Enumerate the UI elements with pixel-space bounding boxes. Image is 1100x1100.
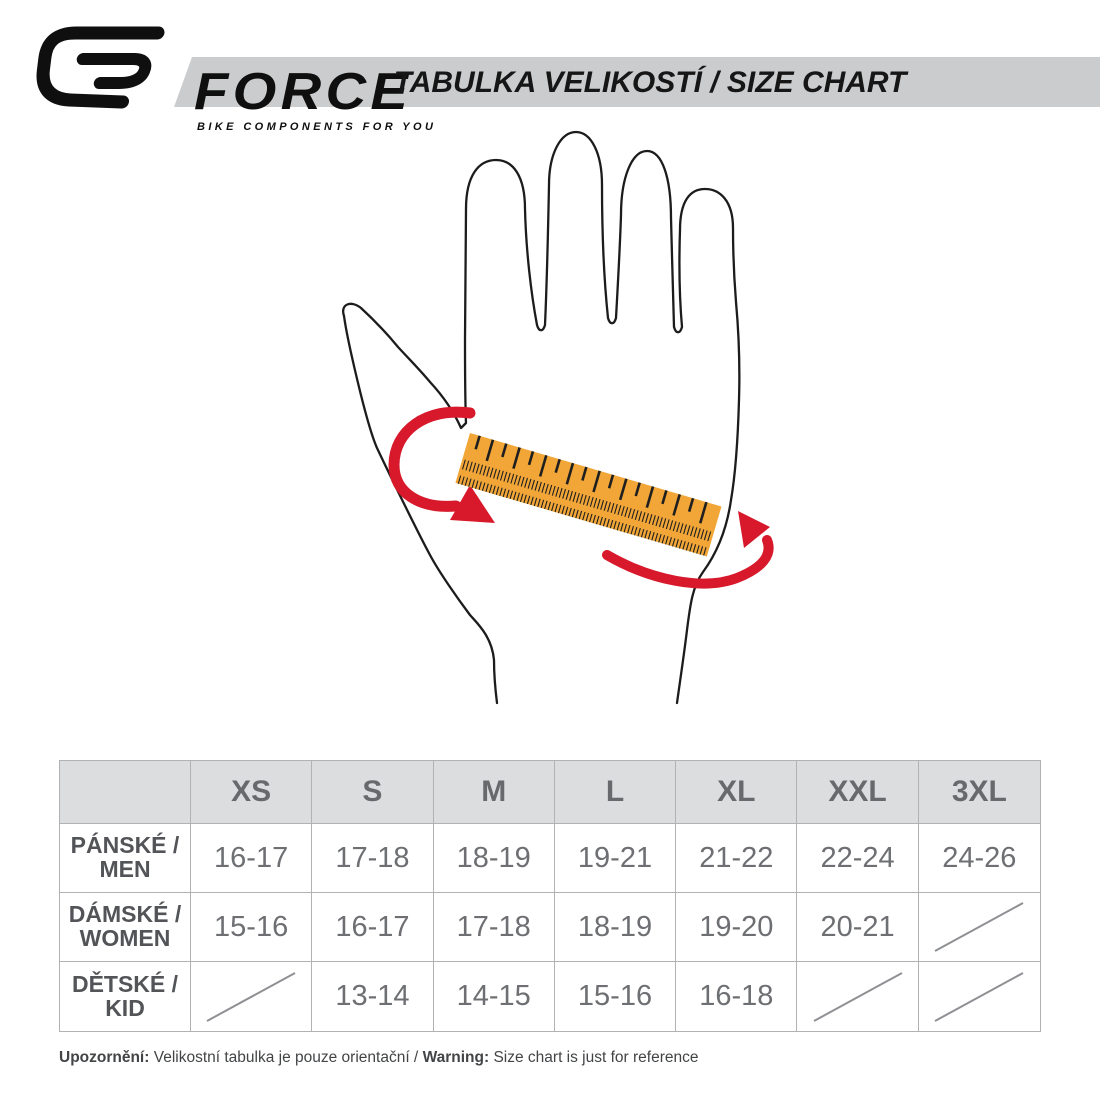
size-column-header: S xyxy=(312,761,434,824)
page-title: TABULKA VELIKOSTÍ / SIZE CHART xyxy=(393,66,907,99)
size-column-header: XL xyxy=(676,761,798,824)
not-available-slash xyxy=(813,971,903,1022)
logo-middle-stroke xyxy=(76,53,152,89)
size-value-cell: 16-18 xyxy=(676,962,798,1031)
logo-outer-stroke xyxy=(36,26,165,109)
hand-illustration xyxy=(320,125,790,745)
rotation-arrow-left-icon xyxy=(388,406,495,523)
size-value-cell: 13-14 xyxy=(312,962,434,1031)
not-available-slash xyxy=(206,971,296,1022)
hand-outline xyxy=(342,130,741,705)
size-value-cell: 19-20 xyxy=(676,893,798,962)
footer-note-cz-text: Velikostní tabulka je pouze orientační / xyxy=(149,1049,423,1066)
size-value-cell: 18-19 xyxy=(554,893,677,962)
hand-svg xyxy=(342,130,774,705)
force-logo-mark xyxy=(36,26,165,109)
ruler-ticks xyxy=(457,435,712,556)
size-column-header: XS xyxy=(191,761,313,824)
row-label-line2: MEN xyxy=(99,856,151,882)
row-label-line1: PÁNSKÉ / xyxy=(70,832,180,859)
size-value-cell: 15-16 xyxy=(554,962,677,1031)
size-table: XS S M L XL XXL 3XL PÁNSKÉ / MEN 16-17 17-18 18-19 1… xyxy=(59,760,1041,1032)
size-column-header: L xyxy=(554,761,677,824)
size-value-cell xyxy=(191,962,313,1031)
size-value-cell: 22-24 xyxy=(797,824,919,893)
row-label-line2: KID xyxy=(105,994,145,1021)
table-corner-cell xyxy=(60,761,191,824)
row-label: DĚTSKÉ / KID xyxy=(60,962,191,1031)
row-label-line1: DĚTSKÉ / xyxy=(71,970,179,997)
size-value-cell: 18-19 xyxy=(433,824,555,893)
footer-note-en-label: Warning: xyxy=(422,1049,490,1066)
rotation-arrow-right-icon xyxy=(602,511,774,589)
header-gray-band xyxy=(174,57,1100,107)
size-column-header: 3XL xyxy=(918,761,1040,824)
ruler-graphic xyxy=(455,433,722,557)
size-value-cell: 20-21 xyxy=(797,893,919,962)
row-label: PÁNSKÉ / MEN xyxy=(60,824,191,893)
row-label-line1: DÁMSKÉ / xyxy=(68,901,182,928)
size-value-cell: 14-15 xyxy=(433,962,555,1031)
size-value-cell xyxy=(918,893,1040,962)
row-label-line2: WOMEN xyxy=(79,925,171,951)
size-value-cell: 21-22 xyxy=(676,824,798,893)
not-available-slash xyxy=(934,902,1024,952)
footer-note: Upozornění: Velikostní tabulka je pouze … xyxy=(59,1049,699,1067)
size-value-cell: 19-21 xyxy=(554,824,677,893)
brand-tagline: BIKE COMPONENTS FOR YOU xyxy=(197,121,437,133)
size-value-cell: 16-17 xyxy=(312,893,434,962)
size-value-cell: 17-18 xyxy=(312,824,434,893)
size-value-cell: 15-16 xyxy=(191,893,313,962)
row-label: DÁMSKÉ / WOMEN xyxy=(60,893,191,962)
footer-note-en-text: Size chart is just for reference xyxy=(489,1049,699,1066)
size-value-cell: 16-17 xyxy=(191,824,313,893)
size-value-cell xyxy=(918,962,1040,1031)
size-value-cell: 17-18 xyxy=(433,893,555,962)
not-available-slash xyxy=(934,971,1024,1022)
brand-wordmark: FORCE xyxy=(194,63,413,121)
size-value-cell xyxy=(797,962,919,1031)
size-column-header: M xyxy=(433,761,555,824)
footer-note-cz-label: Upozornění: xyxy=(59,1049,150,1066)
size-column-header: XXL xyxy=(797,761,919,824)
size-value-cell: 24-26 xyxy=(918,824,1040,893)
